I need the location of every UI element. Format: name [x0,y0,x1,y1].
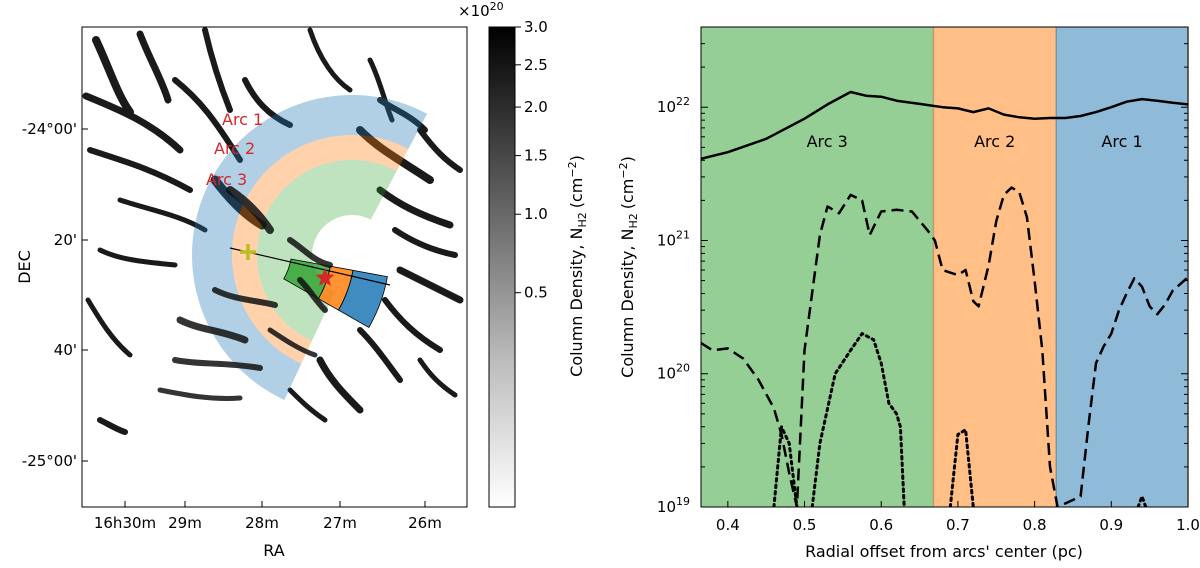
plot-ylabel-units: (cm [618,179,637,210]
plot-ylabel-sub: H2 [627,213,640,228]
dust-filaments [82,27,464,435]
map-y-ticks: -24°00' 20' 40' -25°00' [22,120,88,470]
plot-ylabel: Column Density, NH2 (cm−2) [617,156,640,378]
arc3-label: Arc 3 [206,170,247,189]
map-xtick: 16h30m [94,514,156,532]
map-ytick: 20' [54,231,77,249]
colorbar-label-sub: H2 [576,212,589,227]
series-dotted-line [948,428,975,507]
map-ylabel: DEC [15,250,34,284]
plot-x-ticks: 0.4 0.5 0.6 0.7 0.8 0.9 1.0 [716,501,1200,534]
arc2-region [232,135,409,364]
series-dotted-line [810,332,906,507]
plot-xtick-label: 0.9 [1099,516,1123,534]
map-xtick: 27m [323,514,357,532]
arc-regions [192,95,428,401]
arc2-label: Arc 2 [214,139,255,158]
region-labels: Arc 3 Arc 2 Arc 1 [807,132,1143,151]
dust-filaments-inner [157,186,333,401]
profile-series [701,90,1188,507]
plot-ytick-base: 10 [657,498,676,516]
arc-center-marker [240,244,256,260]
map-ytick: 40' [54,341,77,359]
series-solid-line [701,90,1188,161]
plot-ytick-exp: 22 [676,95,690,108]
colorbar-scale-base: ×10 [458,2,490,20]
plot-ytick-exp: 19 [676,495,690,508]
map-x-ticks: 16h30m 29m 28m 27m 26m [94,501,442,532]
colorbar-ticks: 3.0 2.5 2.0 1.5 1.0 0.5 [515,18,548,302]
region-label: Arc 1 [1101,132,1142,151]
region-label: Arc 3 [807,132,848,151]
plot-xtick-label: 0.7 [946,516,970,534]
plot-ylabel-close: ) [618,156,637,162]
plot-ytick-base: 10 [657,365,676,383]
plot-xlabel: Radial offset from arcs' center (pc) [805,542,1083,561]
map-background [82,27,467,507]
map-xtick: 29m [168,514,202,532]
colorbar-scale: ×1020 [458,0,504,20]
arc1-region [192,95,428,401]
colorbar-label-units: (cm [567,178,586,209]
arc1-sample-wedge [337,269,388,329]
plot-ytick-label: 1019 [657,495,690,516]
map-content [82,27,464,435]
map-xlabel: RA [263,541,284,560]
colorbar-tick-label: 2.5 [524,56,548,74]
sky-map: Arc 1 Arc 2 Arc 3 16h30m 29m 28m 27m 26m… [15,26,468,560]
plot-xtick-label: 0.4 [716,516,740,534]
arc3-region [257,160,397,342]
region-label: Arc 2 [974,132,1015,151]
plot-ytick-base: 10 [657,98,676,116]
series-dotted-line [1136,494,1148,507]
star-marker [315,268,335,286]
map-xtick: 28m [245,514,279,532]
colorbar-tick-label: 3.0 [524,18,548,36]
colorbar-scale-exp: 20 [490,0,504,13]
plot-xtick-label: 1.0 [1176,516,1200,534]
arc-boundary-line [229,247,391,286]
arc1-label: Arc 1 [222,110,263,129]
colorbar-label: Column Density, NH2 (cm−2) [566,155,589,377]
region-band-0 [701,27,934,507]
colorbar-label-exp: −2 [566,161,579,177]
plot-ylabel-exp: −2 [617,162,630,178]
plot-ytick-base: 10 [657,231,676,249]
colorbar: 3.0 2.5 2.0 1.5 1.0 0.5 ×1020 Column Density,… [458,0,589,508]
series-dotted-line [772,425,799,507]
colorbar-label-close: ) [567,155,586,161]
colorbar-tick-label: 0.5 [524,284,548,302]
plot-ytick-label: 1022 [657,95,690,116]
map-ytick: -25°00' [22,452,77,470]
colorbar-tick-label: 1.5 [524,147,548,165]
colorbar-gradient [488,26,516,508]
plot-frame [700,26,1189,508]
colorbar-label-main: Column Density, N [567,228,586,377]
plot-xtick-label: 0.6 [869,516,893,534]
plot-ytick-label: 1020 [657,362,690,383]
plot-ytick-exp: 20 [676,362,690,375]
map-ytick: -24°00' [22,120,77,138]
colorbar-tick-label: 1.0 [524,205,548,223]
map-xtick: 26m [408,514,442,532]
region-band-2 [1056,27,1188,507]
colorbar-tick-label: 2.0 [524,98,548,116]
density-profile-plot: Arc 3 Arc 2 Arc 1 0.4 0.5 0.6 0.7 0.8 0.9 1.0 10… [617,26,1200,561]
region-band-1 [933,27,1057,507]
plot-xtick-label: 0.8 [1023,516,1047,534]
plot-ylabel-main: Column Density, N [618,229,637,378]
arc-region-bands [701,27,1189,507]
plot-xtick-label: 0.5 [793,516,817,534]
map-frame [81,26,468,508]
series-dashed-line [701,186,1188,507]
plot-ytick-exp: 21 [676,228,690,241]
plot-ytick-label: 1021 [657,228,690,249]
